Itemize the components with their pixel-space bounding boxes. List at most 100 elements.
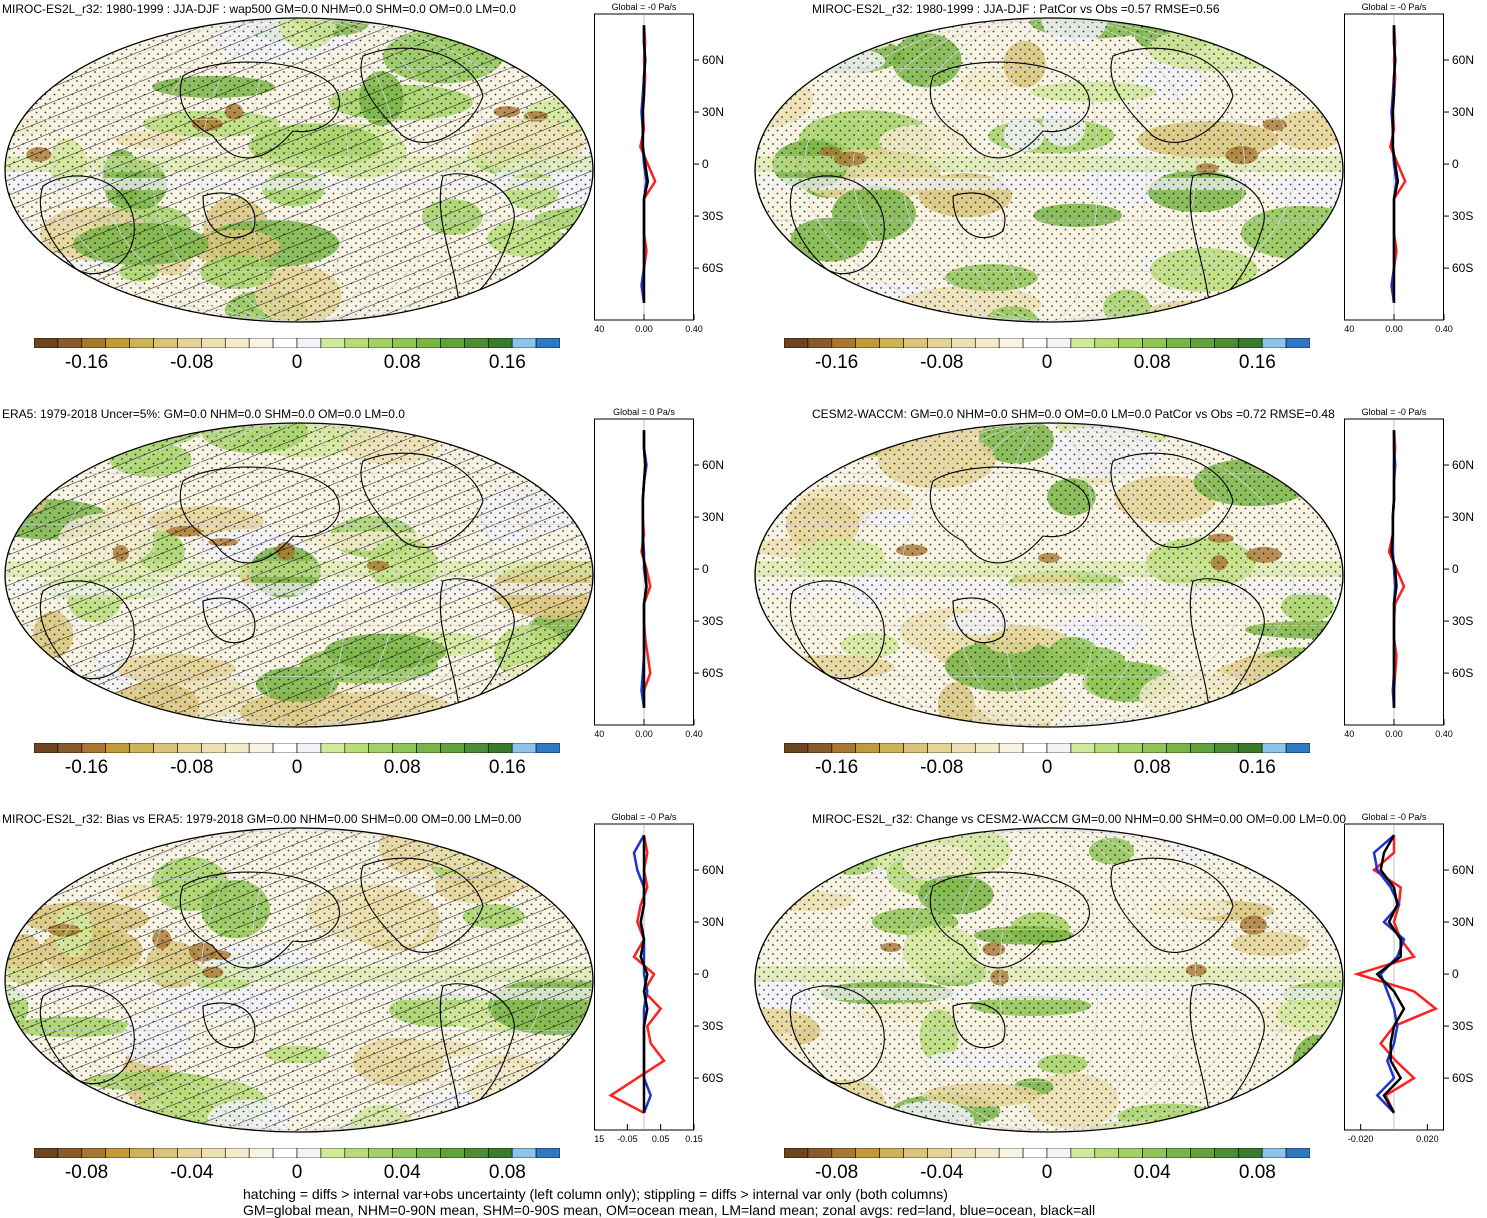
colorbar [784, 1148, 1310, 1158]
panel-5: MIROC-ES2L_r32: Bias vs ERA5: 1979-2018 … [0, 810, 750, 1215]
lat-tick-label: 30S [1452, 209, 1473, 223]
lat-tick-label: 60N [1452, 458, 1474, 472]
continent-outline [202, 597, 256, 644]
colorbar-swatch [344, 743, 370, 753]
colorbar-swatch [1190, 743, 1215, 753]
colorbar-tick-label: -0.08 [170, 757, 214, 778]
colorbar-swatch [1094, 1148, 1120, 1158]
colorbar-swatch [951, 1148, 976, 1158]
panel-6: MIROC-ES2L_r32: Change vs CESM2-WACCM GM… [750, 810, 1487, 1215]
colorbar-tick-label: -0.16 [64, 352, 109, 373]
colorbar-tick-label: 0 [291, 352, 303, 373]
colorbar-swatch [511, 338, 537, 348]
colorbar-swatch [1070, 743, 1096, 753]
colorbar-tick-label: 0.08 [383, 757, 421, 778]
colorbar-swatch [201, 1148, 226, 1158]
colorbar-tick-label: 0.16 [488, 352, 526, 373]
colorbar [34, 743, 560, 753]
continent-outline [1189, 983, 1265, 1109]
colorbar-tick-label: 0.04 [383, 1162, 421, 1183]
lat-tick-label: 0 [1452, 157, 1459, 171]
panel-1: MIROC-ES2L_r32: 1980-1999 : JJA-DJF : wa… [0, 0, 750, 405]
lat-tick-label: 30N [702, 105, 724, 119]
map [754, 17, 1344, 323]
colorbar-swatch [464, 743, 489, 753]
continent-outline [1110, 857, 1234, 953]
colorbar-swatch [1285, 338, 1310, 348]
colorbar-swatch [998, 1148, 1024, 1158]
x-tick-label: 0.40 [685, 324, 703, 334]
colorbar-swatch [1285, 1148, 1310, 1158]
colorbar-swatch [248, 743, 274, 753]
colorbar-swatch [879, 338, 904, 348]
colorbar-tick-label: 0.16 [1238, 757, 1276, 778]
continent-outline [439, 578, 515, 704]
colorbar-tick-label: 0.08 [1133, 757, 1171, 778]
continent-outline [179, 871, 340, 969]
zonal-mean-plot: Global = -0 Pa/s 60N 30N 0 30S 60S -0.40 0.00 0.… [1344, 407, 1474, 739]
colorbar-swatch [1214, 743, 1239, 753]
colorbar-swatch [1142, 1148, 1167, 1158]
zonal-all-line [1390, 430, 1398, 708]
colorbar-swatch [392, 743, 417, 753]
colorbar-swatch [224, 743, 250, 753]
continent-outline [202, 192, 256, 239]
colorbar-swatch [974, 743, 1000, 753]
continent-outline [1110, 47, 1234, 143]
footer-line-1: hatching = diffs > internal var+obs unce… [243, 1186, 948, 1202]
map [4, 827, 594, 1133]
continent-outline [789, 175, 885, 275]
colorbar-swatch [368, 1148, 393, 1158]
continent-outline [929, 61, 1090, 159]
colorbar-tick-label: 0 [291, 1162, 303, 1183]
colorbar-swatch [296, 743, 322, 753]
colorbar-swatch [344, 338, 370, 348]
continent-outline [360, 452, 484, 548]
colorbar-swatch [1166, 743, 1191, 753]
continent-outline [952, 1002, 1006, 1049]
colorbar-swatch [248, 1148, 274, 1158]
panel-title: MIROC-ES2L_r32: Change vs CESM2-WACCM GM… [812, 812, 1347, 826]
colorbar-tick-label: 0 [1041, 1162, 1053, 1183]
map [4, 17, 594, 323]
colorbar-swatch [1046, 1148, 1072, 1158]
colorbar-tick-label: -0.16 [814, 352, 859, 373]
colorbar-swatch [1046, 743, 1072, 753]
colorbar-swatch [368, 338, 393, 348]
colorbar-tick-label: -0.08 [64, 1162, 109, 1183]
continent-outline [1189, 173, 1265, 299]
continent-outline [789, 580, 885, 680]
colorbar-swatch [1094, 338, 1120, 348]
colorbar-swatch [511, 1148, 537, 1158]
colorbar-swatch [81, 1148, 107, 1158]
colorbar-tick-label: 0.08 [1238, 1162, 1276, 1183]
lat-tick-label: 30N [702, 510, 724, 524]
lat-tick-label: 60S [1452, 1071, 1473, 1085]
continent-outline [360, 47, 484, 143]
zonal-title: Global = -0 Pa/s [1362, 812, 1427, 822]
map [754, 422, 1344, 728]
zonal-mean-plot: Global = -0 Pa/s 60N 30N 0 30S 60S -0.020 0.020 [1344, 812, 1474, 1144]
x-tick-label: 0.40 [1435, 729, 1453, 739]
colorbar-swatch [807, 1148, 833, 1158]
colorbar-tick-label: -0.08 [920, 352, 964, 373]
lat-tick-label: 0 [1452, 967, 1459, 981]
map-border [754, 422, 1344, 728]
continent-outline [360, 857, 484, 953]
colorbar [34, 338, 560, 348]
colorbar-swatch [903, 1148, 928, 1158]
continent-outline [952, 597, 1006, 644]
continent-outline [39, 580, 135, 680]
zonal-land-line [1387, 430, 1406, 708]
zonal-land-line [608, 835, 666, 1114]
colorbar-swatch [1237, 1148, 1263, 1158]
colorbar-tick-label: 0.04 [1133, 1162, 1171, 1183]
colorbar-swatch [296, 338, 322, 348]
x-tick-label: 0.05 [652, 1134, 670, 1144]
lat-tick-label: 30S [702, 1019, 723, 1033]
colorbar-swatch [201, 338, 226, 348]
colorbar-tick-label: 0.16 [1238, 352, 1276, 373]
lat-tick-label: 30S [702, 209, 723, 223]
continent-outline [439, 983, 515, 1109]
lat-tick-label: 60N [1452, 863, 1474, 877]
